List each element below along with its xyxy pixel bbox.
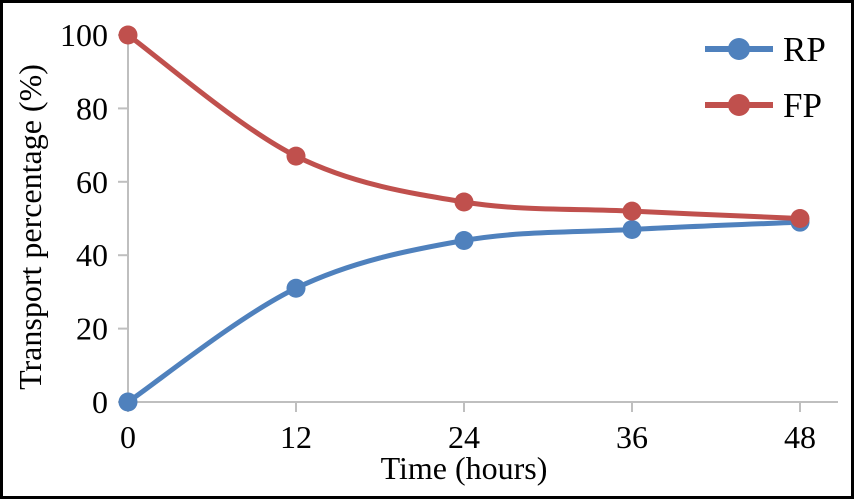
rp-data-point-24h [454, 231, 474, 251]
y-tick-label: 80 [76, 90, 108, 126]
fp-data-point-24h [454, 192, 474, 212]
rp-data-point-36h [622, 220, 642, 240]
x-tick-label: 36 [616, 419, 648, 455]
transport-percentage-line-chart: 0 20 40 60 80 100 0 12 24 36 48 [60, 17, 838, 455]
x-tick-label: 0 [120, 419, 136, 455]
x-tick-label: 24 [448, 419, 480, 455]
y-tick-label: 100 [60, 17, 108, 53]
chart-legend: RP FP [705, 29, 826, 125]
y-tick-label: 40 [76, 237, 108, 273]
legend-item-rp: RP [705, 29, 826, 69]
fp-line-marker-icon [705, 94, 773, 116]
y-axis-title: Transport percentage (%) [12, 64, 48, 390]
legend-item-fp: FP [705, 85, 826, 125]
x-axis-title: Time (hours) [380, 450, 548, 486]
x-tick-label: 12 [280, 419, 312, 455]
fp-series-line [125, 32, 803, 221]
y-tick-label: 60 [76, 164, 108, 200]
fp-data-point-48h [790, 209, 810, 228]
fp-data-point-12h [286, 146, 306, 166]
legend-label-rp: RP [783, 29, 826, 69]
rp-data-point-12h [286, 278, 306, 298]
rp-data-point-0h [118, 392, 138, 412]
fp-data-point-0h [118, 25, 138, 45]
fp-data-point-36h [622, 201, 642, 221]
rp-line-marker-icon [705, 38, 773, 60]
x-tick-label: 48 [784, 419, 816, 455]
legend-label-fp: FP [783, 85, 822, 125]
y-tick-label: 0 [92, 384, 108, 420]
y-tick-label: 20 [76, 311, 108, 347]
